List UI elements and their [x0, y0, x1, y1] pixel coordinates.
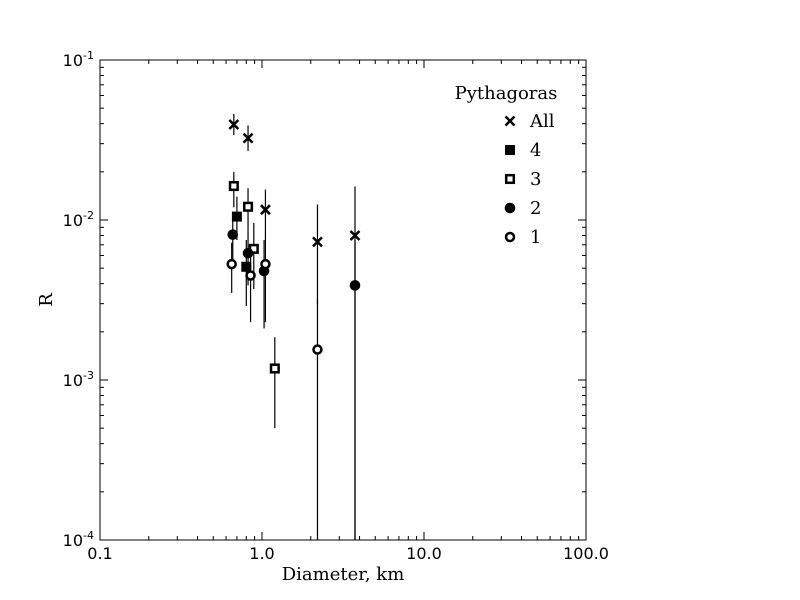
data-point-2	[227, 229, 239, 240]
legend-label: 2	[530, 198, 541, 219]
x-axis-title: Diameter, km	[282, 564, 405, 585]
x-tick-label: 100.0	[563, 544, 609, 563]
data-point-1	[312, 344, 323, 355]
legend-marker-1	[504, 231, 516, 243]
legend: Pythagoras All 4 3 2 1	[455, 83, 558, 248]
legend-label: 4	[530, 140, 541, 161]
y-tick-label: 10-1	[63, 49, 94, 70]
y-axis-title: R	[36, 293, 57, 307]
legend-marker-4	[505, 145, 515, 155]
legend-title: Pythagoras	[455, 83, 558, 104]
plot-frame	[99, 59, 587, 541]
data-point-1	[260, 258, 271, 270]
data-point-3	[242, 201, 254, 212]
data-point-All	[312, 236, 323, 248]
axis-ticks	[99, 59, 587, 541]
axis-tick-labels: 0.1 1.0 10.0 100.0 10-4 10-3 10-2 10-1	[63, 49, 609, 563]
legend-label: All	[529, 111, 555, 132]
x-tick-label: 1.0	[249, 544, 274, 563]
data-point-4	[241, 261, 252, 272]
error-bars	[231, 113, 356, 540]
data-point-1	[226, 258, 237, 270]
y-tick-label: 10-3	[63, 369, 94, 390]
data-point-2	[242, 247, 254, 259]
data-point-All	[349, 230, 361, 241]
data-point-All	[242, 132, 254, 144]
data-point-All	[260, 204, 271, 216]
data-point-4	[231, 211, 242, 222]
legend-marker-3	[504, 173, 516, 185]
legend-label: 3	[530, 169, 541, 190]
x-tick-label: 0.1	[87, 544, 112, 563]
data-point-2	[349, 280, 361, 291]
data-point-1	[245, 270, 256, 281]
data-point-3	[228, 180, 239, 192]
data-point-All	[228, 119, 240, 130]
plot-content	[226, 113, 361, 540]
legend-marker-All	[504, 115, 516, 127]
legend-label: 1	[530, 227, 541, 248]
x-tick-label: 10.0	[406, 544, 442, 563]
y-tick-label: 10-2	[63, 209, 94, 230]
data-point-3	[269, 363, 280, 374]
y-tick-label: 10-4	[63, 529, 94, 550]
data-markers	[226, 119, 361, 374]
legend-marker-2	[504, 202, 516, 214]
